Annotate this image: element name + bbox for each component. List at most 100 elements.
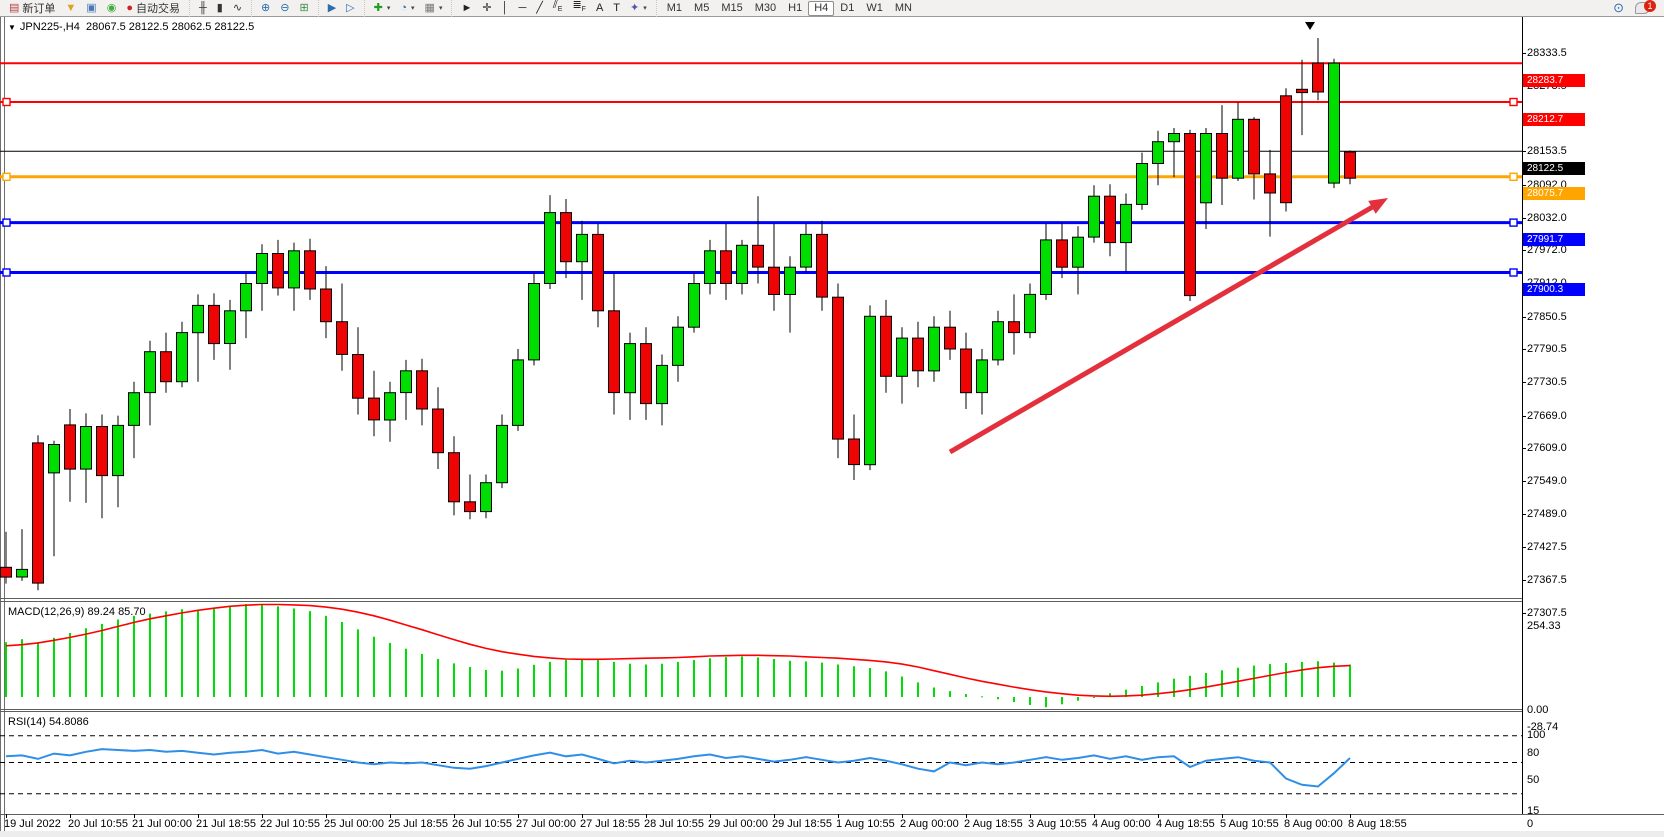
signal-icon[interactable]: ◉ — [102, 1, 122, 16]
zoom-out-icon[interactable]: ⊖ — [275, 1, 294, 16]
candle-body — [48, 444, 60, 474]
date-tick — [454, 814, 455, 818]
macd-hist-bar — [1093, 697, 1095, 698]
bar-chart-icon[interactable]: ╫ — [194, 1, 212, 16]
chart-window[interactable]: ▼ JPN225-,H4 28067.5 28122.5 28062.5 2812… — [0, 17, 1664, 837]
autotrading-glyph: ● — [126, 1, 133, 14]
date-tick — [198, 814, 199, 818]
date-label: 27 Jul 00:00 — [516, 818, 576, 830]
macd-hist-bar — [69, 633, 71, 697]
line-anchor[interactable] — [1509, 218, 1518, 227]
timeframe-M30-button[interactable]: M30 — [754, 2, 777, 14]
candle-body — [368, 397, 380, 421]
chart-shift-icon-glyph: ▷ — [346, 1, 355, 14]
line-anchor[interactable] — [2, 268, 11, 277]
line-anchor[interactable] — [1509, 97, 1518, 107]
macd-hist-bar — [325, 615, 327, 697]
add-indicator-icon[interactable]: ✚ ▾ — [369, 1, 396, 16]
line-anchor[interactable] — [1509, 268, 1518, 277]
text-icon[interactable]: A — [591, 1, 608, 16]
line-chart-icon[interactable]: ∿ — [228, 1, 247, 16]
axis-tick — [1522, 349, 1526, 350]
macd-hist-bar — [901, 676, 903, 697]
autotrading-button[interactable]: ● 自动交易 — [121, 1, 185, 16]
candle-body — [976, 359, 988, 394]
horizontal-line-icon[interactable]: ─ — [513, 1, 531, 16]
candle-body — [464, 501, 476, 513]
fibonacci-icon[interactable]: ≣F — [567, 0, 591, 16]
rsi-pane[interactable] — [0, 712, 1522, 813]
candle-body — [672, 326, 684, 366]
search-icon[interactable]: ⊙ — [1613, 0, 1624, 15]
trendline-icon[interactable]: ╱ — [531, 1, 548, 16]
candle-body — [512, 359, 524, 426]
template-icon[interactable]: ▦ ▾ — [420, 1, 448, 16]
shapes-icon[interactable]: ✦ ▾ — [625, 1, 652, 16]
chat-icon[interactable]: 1 — [1635, 0, 1656, 14]
timeframe-W1-button[interactable]: W1 — [866, 2, 883, 14]
text-label-icon-glyph: T — [613, 1, 621, 14]
price-badge-28212.7: 28212.7 — [1523, 113, 1585, 126]
macd-hist-bar — [293, 608, 295, 697]
bar-chart-icon-glyph: ╫ — [198, 1, 207, 14]
macd-hist-bar — [1045, 697, 1047, 708]
candle-body — [384, 392, 396, 421]
pane-separator[interactable] — [0, 598, 1522, 599]
chart-shift-icon[interactable]: ▷ — [341, 1, 359, 16]
text-label-icon[interactable]: T — [608, 1, 625, 16]
timeframe-M5-button[interactable]: M5 — [694, 2, 710, 14]
date-tick — [1030, 814, 1031, 818]
axis-tick — [1522, 317, 1526, 318]
timeframe-H1-button[interactable]: H1 — [788, 2, 803, 14]
date-tick — [6, 814, 7, 818]
axis-tick — [1522, 151, 1526, 152]
date-label: 8 Aug 00:00 — [1284, 818, 1343, 830]
rsi-axis-label: 50 — [1527, 774, 1540, 786]
funnel-icon[interactable]: ▼ — [60, 1, 81, 16]
macd-hist-bar — [869, 668, 871, 697]
candle-body — [720, 250, 732, 285]
price-chart-pane[interactable] — [0, 20, 1522, 600]
line-anchor[interactable] — [2, 97, 11, 107]
pane-separator[interactable] — [0, 709, 1522, 710]
vertical-line-icon-glyph: │ — [501, 1, 509, 14]
timeframe-D1-button[interactable]: D1 — [840, 2, 855, 14]
line-anchor[interactable] — [1509, 172, 1518, 182]
candlestick-chart-icon[interactable]: ▮ — [212, 1, 228, 16]
macd-hist-bar — [933, 687, 935, 697]
tile-windows-icon[interactable]: ⊞ — [294, 1, 313, 16]
candle-body — [96, 426, 108, 477]
cursor-icon[interactable]: ► — [456, 1, 477, 16]
line-anchor[interactable] — [2, 218, 11, 227]
pane-separator[interactable] — [0, 601, 1522, 602]
macd-pane[interactable] — [0, 603, 1522, 709]
date-label: 27 Jul 18:55 — [580, 818, 640, 830]
timeframe-M1-button[interactable]: M1 — [666, 2, 683, 14]
timeframe-M15-button[interactable]: M15 — [721, 2, 743, 14]
timeframe-H4-button[interactable]: H4 — [808, 0, 835, 16]
pane-separator[interactable] — [0, 711, 1522, 712]
new-order-button[interactable]: ▤ 新订单 — [4, 1, 60, 16]
candle-body — [816, 233, 828, 298]
vertical-line-icon[interactable]: │ — [497, 1, 514, 16]
period-clock-icon[interactable]: ◔ ▾ — [395, 1, 419, 16]
candle-body — [1120, 203, 1132, 244]
macd-hist-bar — [917, 682, 919, 697]
date-tick — [582, 814, 583, 818]
terminal-window-icon[interactable]: ▣ — [81, 1, 101, 16]
auto-scroll-icon[interactable]: ▶ — [323, 1, 341, 16]
crosshair-icon[interactable]: ✛ — [477, 1, 496, 16]
status-strip — [0, 831, 1664, 837]
rsi-line — [5, 748, 1351, 788]
trend-arrow-line[interactable] — [948, 199, 1383, 455]
zoom-in-icon[interactable]: ⊕ — [256, 1, 275, 16]
macd-hist-bar — [629, 663, 631, 697]
chart-dropdown-icon[interactable]: ▼ — [8, 23, 16, 32]
chart-shift-marker-icon[interactable] — [1305, 22, 1315, 30]
axis-tick — [1522, 514, 1526, 515]
timeframe-MN-button[interactable]: MN — [894, 2, 912, 14]
line-anchor[interactable] — [2, 172, 11, 182]
channel-icon[interactable]: ⫽E — [548, 0, 568, 16]
axis-tick-label: 27669.0 — [1527, 410, 1567, 422]
trend-arrow-head[interactable] — [1368, 198, 1388, 214]
